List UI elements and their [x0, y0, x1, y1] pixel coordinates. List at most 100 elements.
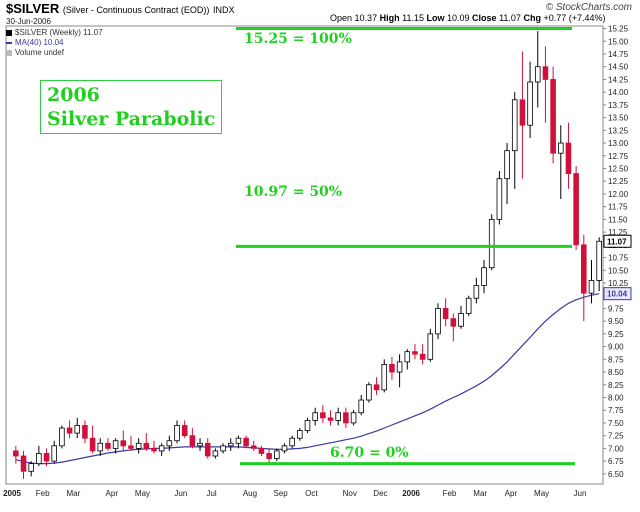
y-tick-label: 7.75	[608, 406, 624, 415]
candle	[128, 435, 134, 451]
high-label: High	[379, 13, 400, 23]
y-tick-label: 6.50	[608, 470, 624, 479]
x-tick-label: Feb	[36, 489, 50, 498]
candle	[412, 344, 418, 360]
candle-body	[166, 440, 173, 447]
candle-body	[13, 450, 19, 457]
candle	[36, 445, 42, 467]
y-tick-label: 8.25	[608, 381, 624, 390]
legend-swatch-ma	[6, 41, 12, 44]
y-tick-label: 7.50	[608, 419, 624, 428]
y-tick-label: 10.25	[608, 279, 629, 288]
candle-body	[281, 445, 288, 452]
open-value: 10.37	[354, 13, 378, 23]
candle-body	[20, 455, 27, 472]
candle	[266, 448, 272, 464]
candle-body	[450, 318, 457, 327]
candle	[496, 171, 503, 225]
y-tick-label: 12.75	[608, 152, 629, 161]
y-tick-label: 7.25	[608, 432, 624, 441]
candle	[212, 448, 219, 459]
y-tick-label: 13.50	[608, 114, 629, 123]
y-tick-label: 12.00	[608, 190, 629, 199]
levels	[236, 27, 575, 466]
y-tick-label: 11.75	[608, 203, 628, 212]
candle-body	[151, 447, 157, 452]
y-tick-label: 13.75	[608, 101, 629, 110]
x-tick-label: Jul	[206, 489, 216, 498]
candle-body	[396, 361, 403, 373]
x-tick-label: May	[135, 489, 150, 498]
open-label: Open	[330, 13, 353, 23]
candle	[519, 51, 526, 179]
candle-body	[97, 442, 104, 452]
ma-value-tag-label: 10.04	[607, 290, 628, 299]
ma-layer	[15, 293, 600, 465]
candle-body	[112, 440, 119, 449]
candle	[565, 122, 572, 189]
candle	[396, 354, 403, 388]
candle	[135, 438, 142, 454]
brand-logo: © StockCharts.com	[545, 2, 632, 13]
candle-body	[419, 353, 426, 360]
candle	[366, 382, 372, 403]
candle-body	[274, 450, 280, 459]
candle	[250, 440, 257, 451]
candle-body	[43, 453, 50, 462]
annotation-title-year: 2006	[47, 84, 100, 106]
x-tick-label: Mar	[473, 489, 487, 498]
candle-body	[511, 99, 518, 152]
candle-body	[66, 427, 73, 434]
x-tick-label: Jun	[174, 489, 187, 498]
ma40-line	[15, 293, 600, 465]
annotation-title-box: 2006 Silver Parabolic	[40, 80, 223, 134]
high-value: 11.15	[402, 13, 424, 23]
y-tick-label: 14.25	[608, 75, 629, 84]
candle	[511, 92, 518, 189]
y-tick-label: 13.25	[608, 126, 629, 135]
close-value: 11.07	[499, 13, 521, 23]
candle	[542, 46, 549, 123]
candle	[389, 356, 395, 380]
candle-body	[220, 445, 226, 452]
candle-body	[596, 240, 602, 281]
x-tick-label: May	[534, 489, 549, 498]
candle-body	[573, 173, 579, 246]
candle	[120, 430, 127, 451]
candle-body	[158, 445, 165, 452]
chg-value: +0.77 (+7.44%)	[543, 13, 606, 23]
candle	[189, 428, 196, 449]
candle-body	[358, 399, 365, 414]
candle	[13, 445, 19, 464]
y-tick-labels: 6.50 6.75 7.00 7.25 7.50 7.75 8.00 8.25 8.50 8.75…	[608, 25, 629, 479]
candle	[143, 433, 150, 451]
legend-price: $SILVER (Weekly) 11.07	[6, 28, 103, 37]
annotation-title-text: Silver Parabolic	[47, 108, 216, 130]
candle-body	[488, 218, 495, 269]
candle	[166, 435, 173, 451]
y-tick-label: 9.00	[608, 343, 624, 352]
candle-body	[565, 142, 572, 174]
candle-body	[534, 66, 541, 83]
candle-body	[181, 425, 188, 437]
x-tick-labels: 2005 Feb Mar Apr May Jun Jul Aug Sep Oct Nov Dec 200…	[3, 489, 586, 498]
candle-body	[243, 437, 249, 447]
candle	[227, 438, 234, 451]
candle	[596, 237, 602, 292]
candles	[13, 31, 602, 479]
y-tick-label: 8.00	[608, 393, 624, 402]
y-tick-label: 14.75	[608, 50, 629, 59]
candle-body	[297, 430, 303, 439]
candle	[289, 435, 295, 449]
last-price-tag-label: 11.07	[607, 237, 627, 246]
candle-body	[465, 297, 472, 314]
y-tick-label: 8.75	[608, 355, 624, 364]
x-tick-label: Sep	[274, 489, 289, 498]
candle	[573, 165, 579, 250]
x-tick-label: Dec	[373, 489, 387, 498]
level-50-label: 10.97 = 50%	[244, 184, 343, 200]
candle	[534, 31, 541, 108]
candle-body	[373, 384, 380, 391]
x-tick-label: 2005	[3, 489, 21, 498]
axes	[5, 25, 604, 485]
